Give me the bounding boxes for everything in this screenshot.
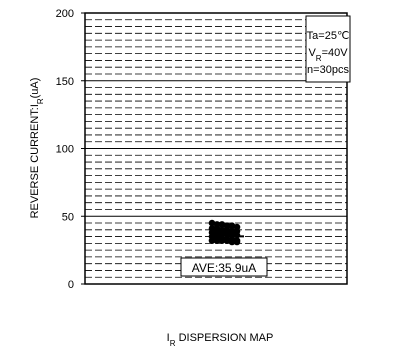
- data-point: [233, 238, 241, 246]
- data-point: [218, 237, 226, 244]
- data-points: [208, 219, 244, 246]
- average-annotation: AVE:35.9uA: [180, 257, 268, 277]
- y-tick-label: 200: [56, 8, 74, 20]
- data-point: [228, 238, 236, 246]
- average-box: [180, 257, 268, 277]
- condition-line: Ta=25℃: [307, 30, 350, 42]
- average-label: AVE:35.9uA: [192, 261, 257, 275]
- condition-line: n=30pcs: [307, 64, 349, 76]
- data-point: [223, 230, 231, 238]
- data-point: [218, 221, 226, 228]
- data-point: [213, 237, 221, 244]
- conditions-box: [305, 15, 351, 83]
- data-point: [208, 219, 216, 227]
- y-axis-label: REVERSE CURRENT:IR(uA): [29, 78, 45, 219]
- data-point: [223, 237, 231, 244]
- y-tick-label: 50: [62, 211, 74, 223]
- y-tick-label: 150: [56, 76, 74, 88]
- data-point: [228, 222, 236, 230]
- data-point: [208, 237, 216, 244]
- y-axis-ticks: 0 50 100 150 200: [56, 8, 85, 291]
- y-tick-label: 0: [68, 279, 74, 291]
- x-axis-label: IR DISPERSION MAP: [167, 332, 274, 348]
- condition-line: VR=40V: [308, 47, 348, 63]
- y-tick-label: 100: [56, 144, 74, 156]
